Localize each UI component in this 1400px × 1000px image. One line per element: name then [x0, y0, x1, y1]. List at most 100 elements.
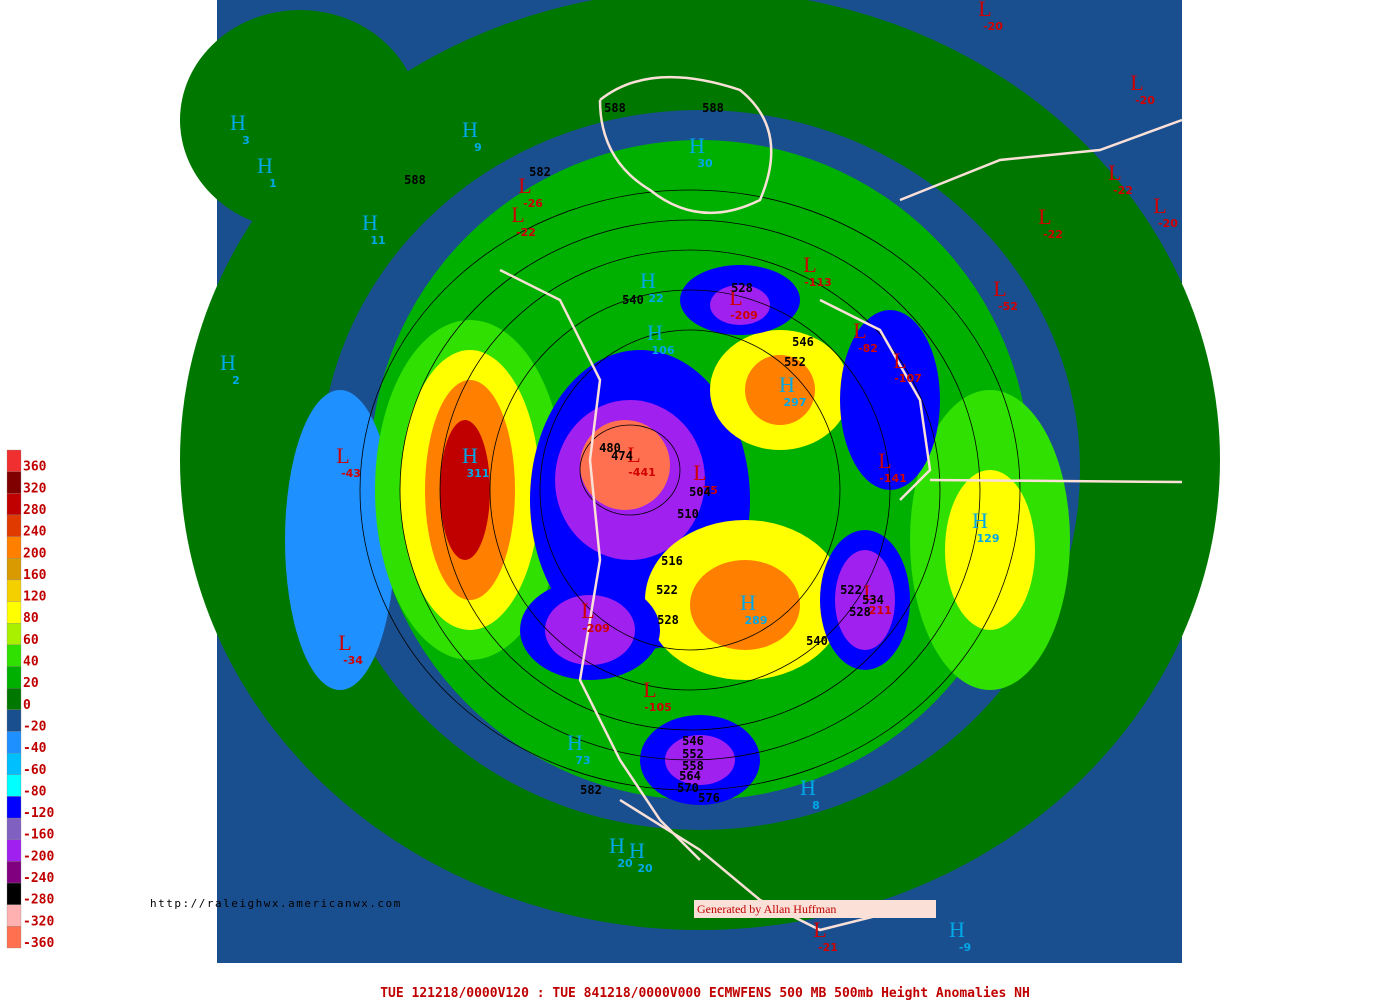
contour-label: 474: [611, 449, 633, 463]
contour-label: 546: [682, 734, 704, 748]
center-value: 3: [242, 134, 250, 147]
center-symbol: L: [993, 276, 1006, 301]
center-value: 9: [474, 141, 482, 154]
center-symbol: H: [972, 508, 988, 533]
legend-swatch: [6, 817, 22, 840]
contour-label: 588: [404, 173, 426, 187]
center-symbol: H: [362, 210, 378, 235]
contour-label: 588: [604, 101, 626, 115]
url: http://raleighwx.americanwx.com: [150, 897, 402, 910]
center-symbol: L: [581, 598, 594, 623]
legend-swatch: [6, 861, 22, 884]
contour-label: 480: [599, 441, 621, 455]
coastlines: [499, 75, 1183, 932]
legend-label: 200: [23, 546, 47, 561]
legend-swatch: [6, 623, 22, 646]
legend-swatch: [6, 601, 22, 624]
center-value: 22: [648, 292, 663, 305]
center-symbol: L: [978, 0, 991, 21]
contour-label: 552: [784, 355, 806, 369]
legend-swatch: [6, 731, 22, 754]
legend-label: 280: [23, 503, 47, 518]
legend-swatch: [6, 558, 22, 581]
anomaly-area: [745, 355, 815, 425]
center-symbol: H: [647, 320, 663, 345]
center-value: -20: [983, 20, 1003, 33]
center-value: -52: [998, 300, 1018, 313]
center-symbol: L: [863, 580, 876, 605]
anomaly-area: [840, 310, 940, 490]
center-symbol: L: [1153, 193, 1166, 218]
legend-label: 20: [23, 676, 39, 691]
center-value: -26: [523, 197, 543, 210]
legend-label: -120: [23, 806, 54, 821]
anomaly-area: [835, 550, 895, 650]
anomaly-area: [710, 285, 770, 325]
center-value: -141: [879, 472, 907, 485]
legend-label: 0: [23, 698, 31, 713]
anomaly-area: [690, 560, 800, 650]
center-symbol: H: [949, 917, 965, 942]
center-symbol: H: [640, 268, 656, 293]
legend-swatch: [6, 644, 22, 667]
center-symbol: H: [609, 833, 625, 858]
legend-swatch: [6, 796, 22, 819]
center-value: -9: [959, 941, 971, 954]
anomaly-area: [180, 10, 420, 230]
credit-box: [694, 900, 936, 918]
center-value: -209: [730, 309, 758, 322]
contour-label: 528: [731, 281, 753, 295]
center-symbol: L: [1130, 70, 1143, 95]
contour-label: 588: [702, 101, 724, 115]
center-value: 2: [232, 374, 240, 387]
center-value: -113: [804, 276, 832, 289]
center-symbol: L: [878, 448, 891, 473]
contour-label: 522: [840, 583, 862, 597]
anomaly-area: [545, 595, 635, 665]
center-value: 11: [370, 234, 385, 247]
center-symbol: L: [338, 630, 351, 655]
legend-swatch: [6, 709, 22, 732]
center-symbol: H: [220, 350, 236, 375]
legend-swatch: [6, 926, 22, 949]
legend-label: 320: [23, 481, 47, 496]
center-symbol: L: [1108, 160, 1121, 185]
center-symbol: L: [893, 348, 906, 373]
legend-label: -20: [23, 719, 47, 734]
center-value: -43: [341, 467, 361, 480]
center-value: 30: [697, 157, 713, 170]
contour-label: 570: [677, 781, 699, 795]
legend-swatch: [6, 536, 22, 559]
contour-label: 576: [698, 791, 720, 805]
legend-swatch: [6, 688, 22, 710]
center-value: -21: [818, 941, 838, 954]
center-value: -107: [894, 372, 922, 385]
center-symbol: L: [643, 677, 656, 702]
center-value: 20: [637, 862, 653, 875]
legend-swatch: [6, 471, 22, 494]
center-value: 311: [467, 467, 490, 480]
legend-label: -200: [23, 849, 54, 864]
center-symbol: H: [567, 730, 583, 755]
legend-label: -280: [23, 893, 54, 908]
legend-label: -60: [23, 763, 47, 778]
legend-swatch: [6, 904, 22, 927]
pressure-centers: H311L-43L-34H2H11H129L-52L-22L-26L-22H9H…: [220, 0, 1178, 954]
legend-label: 40: [23, 655, 39, 670]
center-value: -82: [858, 342, 878, 355]
center-symbol: H: [800, 775, 816, 800]
center-value: 297: [784, 396, 807, 409]
legend-swatch: [6, 752, 22, 775]
legend-label: 360: [23, 460, 47, 475]
anomaly-area: [580, 420, 670, 510]
center-value: -209: [582, 622, 610, 635]
center-value: 8: [812, 799, 820, 812]
anomaly-area: [945, 470, 1035, 630]
contour-label: 540: [622, 293, 644, 307]
center-symbol: H: [462, 443, 478, 468]
anomaly-area: [285, 390, 395, 690]
legend-label: 60: [23, 633, 39, 648]
center-symbol: H: [740, 590, 756, 615]
center-value: 129: [977, 532, 1000, 545]
